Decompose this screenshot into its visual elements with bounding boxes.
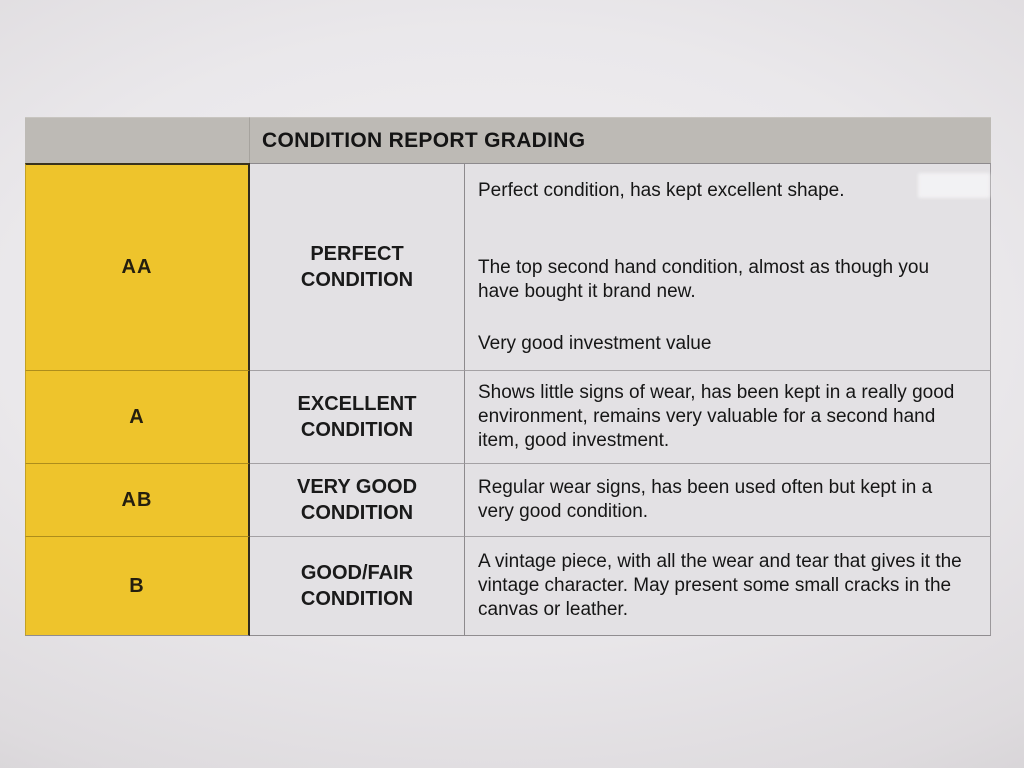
description-cell-ab: Regular wear signs, has been used often … <box>465 464 991 537</box>
description-paragraph: Very good investment value <box>478 332 712 354</box>
description-paragraph: Shows little signs of wear, has been kep… <box>478 382 955 451</box>
description-paragraph: Regular wear signs, has been used often … <box>478 477 933 522</box>
condition-label: VERY GOOD CONDITION <box>296 476 418 524</box>
description-paragraph: Perfect condition, has kept excellent sh… <box>478 180 845 201</box>
grade-cell-ab: AB <box>25 464 250 537</box>
description-paragraph: The top second hand condition, almost as… <box>478 256 930 302</box>
grade-cell-a: A <box>25 371 250 464</box>
condition-cell-a: EXCELLENT CONDITION <box>250 371 465 464</box>
header-empty-cell <box>25 117 250 163</box>
condition-label: PERFECT CONDITION <box>300 243 414 291</box>
condition-label: EXCELLENT CONDITION <box>297 393 417 441</box>
description-cell-b: A vintage piece, with all the wear and t… <box>465 537 991 636</box>
grade-cell-aa: AA <box>25 163 250 371</box>
grade-label: B <box>129 574 145 597</box>
grade-label: A <box>129 405 145 428</box>
table-title: CONDITION REPORT GRADING <box>250 117 991 163</box>
grade-label: AB <box>121 488 153 511</box>
description-paragraph: A vintage piece, with all the wear and t… <box>478 551 962 620</box>
grade-cell-b: B <box>25 537 250 636</box>
condition-label: GOOD/FAIR CONDITION <box>300 562 414 610</box>
grade-label: AA <box>121 256 153 278</box>
table-title-text: CONDITION REPORT GRADING <box>262 128 586 152</box>
condition-cell-aa: PERFECT CONDITION <box>250 163 465 371</box>
description-cell-aa: Perfect condition, has kept excellent sh… <box>465 163 991 371</box>
condition-cell-ab: VERY GOOD CONDITION <box>250 464 465 537</box>
condition-cell-b: GOOD/FAIR CONDITION <box>250 537 465 636</box>
description-cell-a: Shows little signs of wear, has been kep… <box>465 371 991 464</box>
whiteout-patch <box>918 173 990 198</box>
condition-grading-table: CONDITION REPORT GRADING AA PERFECT COND… <box>25 117 991 636</box>
